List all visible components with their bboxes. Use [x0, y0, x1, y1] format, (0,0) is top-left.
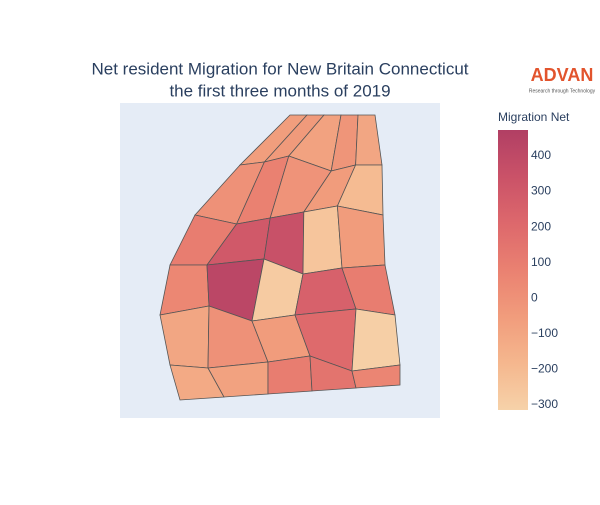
colorbar-tick-label: 300 — [531, 184, 551, 198]
colorbar-tick-label: 200 — [531, 219, 551, 233]
logo: ADVAN — [531, 65, 594, 85]
colorbar — [498, 130, 528, 410]
region — [302, 205, 343, 275]
colorbar-tick-label: −100 — [531, 326, 558, 340]
colorbar-tick-label: 400 — [531, 148, 551, 162]
colorbar-title: Migration Net — [498, 110, 570, 124]
logo-tagline: Research through Technology — [529, 88, 596, 94]
region — [336, 205, 386, 269]
region — [351, 308, 401, 372]
chart-title: Net resident Migration for New Britain C… — [92, 59, 469, 78]
region — [351, 364, 401, 389]
colorbar-tick-label: 100 — [531, 255, 551, 269]
colorbar-tick-label: −300 — [531, 397, 558, 411]
chart-subtitle: the first three months of 2019 — [169, 81, 390, 100]
region — [267, 355, 313, 395]
colorbar-tick-label: −200 — [531, 362, 558, 376]
colorbar-tick-label: 0 — [531, 290, 538, 304]
map — [159, 114, 401, 401]
